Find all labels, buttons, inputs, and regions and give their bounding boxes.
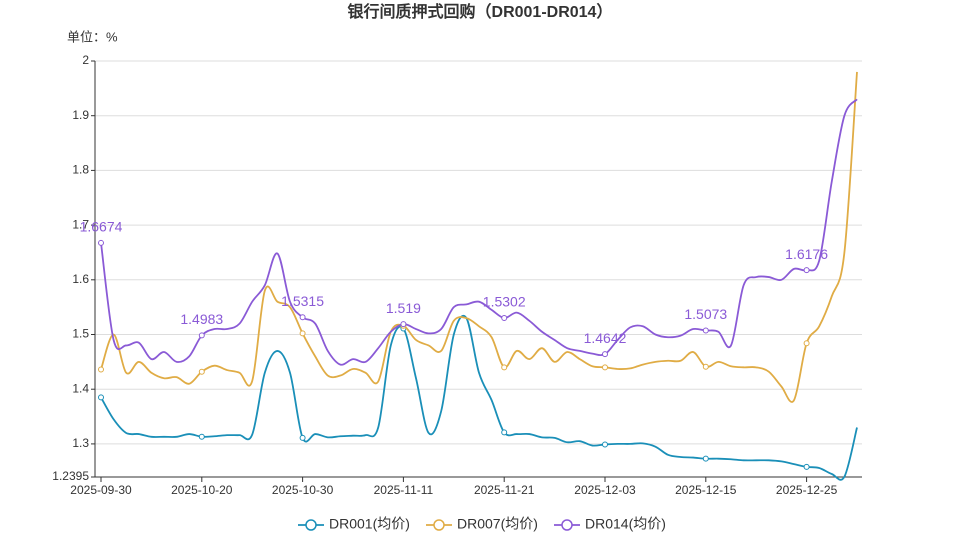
legend-label: DR014(均价) <box>585 516 666 532</box>
y-tick-label: 1.3 <box>72 436 89 450</box>
point-marker <box>98 366 104 373</box>
point-marker <box>299 314 306 321</box>
point-marker <box>198 433 205 440</box>
legend-label: DR007(均价) <box>457 516 538 532</box>
x-tick-label: 2025-09-30 <box>70 483 132 497</box>
data-label: 1.5315 <box>281 293 324 309</box>
point-marker <box>299 330 306 337</box>
point-marker <box>501 364 508 371</box>
point-marker <box>98 394 104 401</box>
legend-item[interactable]: DR014(均价) <box>554 516 666 532</box>
point-marker <box>702 455 709 462</box>
legend-item[interactable]: DR001(均价) <box>298 516 410 532</box>
legend-marker <box>305 519 317 531</box>
y-tick-label: 1.9 <box>72 108 89 122</box>
legend-item[interactable]: DR007(均价) <box>426 516 538 532</box>
y-tick-label: 1.5 <box>72 327 89 341</box>
legend-label: DR001(均价) <box>329 516 410 532</box>
point-marker <box>803 463 810 470</box>
y-tick-label: 2 <box>82 53 89 67</box>
x-tick-label: 2025-11-21 <box>474 483 535 497</box>
data-label: 1.4983 <box>180 311 223 327</box>
point-marker <box>299 434 306 441</box>
x-tick-label: 2025-12-15 <box>675 483 737 497</box>
x-tick-label: 2025-11-11 <box>374 483 434 497</box>
point-marker <box>198 368 205 375</box>
point-marker <box>602 441 608 448</box>
y-tick-label: 1.6 <box>72 272 89 286</box>
data-label: 1.6176 <box>785 246 828 262</box>
x-tick-label: 2025-10-20 <box>171 483 233 497</box>
legend-marker <box>433 519 445 531</box>
series-line <box>100 314 858 481</box>
x-tick-label: 2025-12-25 <box>776 483 838 497</box>
y-tick-label: 1.4 <box>72 381 89 395</box>
point-marker <box>400 321 407 328</box>
unit-label: 单位：% <box>67 29 118 44</box>
point-marker <box>198 332 205 339</box>
x-tick-label: 2025-10-30 <box>272 483 334 497</box>
point-marker <box>98 239 104 246</box>
data-label: 1.4642 <box>584 330 627 346</box>
point-marker <box>803 267 810 274</box>
point-marker <box>501 314 508 321</box>
y-tick-label: 1.7 <box>72 217 89 231</box>
series-line <box>100 71 858 403</box>
data-label: 1.5302 <box>483 294 526 310</box>
point-marker <box>602 351 608 358</box>
y-tick-label: 1.2395 <box>52 469 89 483</box>
point-marker <box>602 364 608 371</box>
chart-title: 银行间质押式回购（DR001-DR014） <box>348 2 613 21</box>
point-marker <box>501 429 508 436</box>
series-line <box>100 98 858 366</box>
x-tick-label: 2025-12-03 <box>574 483 636 497</box>
data-label: 1.5073 <box>684 306 727 322</box>
data-label: 1.6674 <box>80 219 123 235</box>
point-marker <box>803 340 810 347</box>
legend-marker <box>561 519 573 531</box>
point-marker <box>702 363 709 370</box>
data-label: 1.519 <box>386 300 421 316</box>
point-marker <box>702 327 709 334</box>
y-tick-label: 1.8 <box>72 163 89 177</box>
